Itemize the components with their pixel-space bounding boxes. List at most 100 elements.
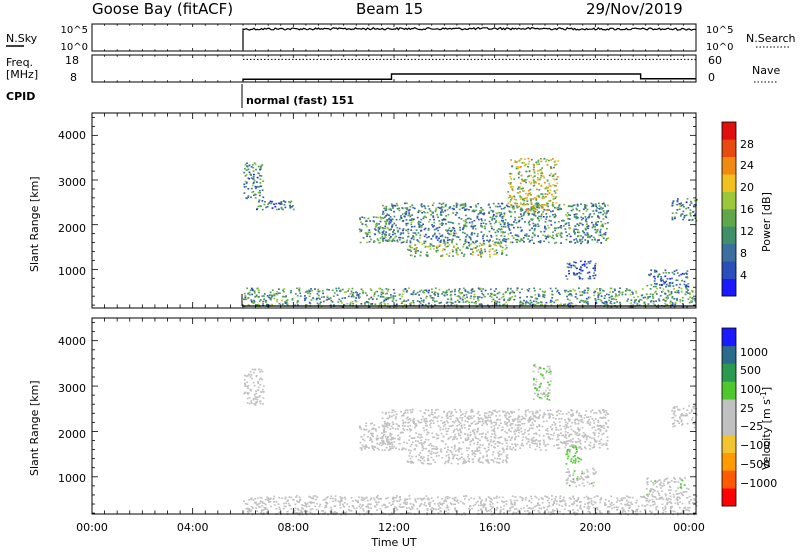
- power-echo-pixel: [323, 296, 325, 298]
- power-echo-pixel: [388, 214, 390, 216]
- velocity-echo-pixel: [412, 419, 415, 421]
- power-echo-pixel: [600, 225, 603, 227]
- velocity-echo-pixel: [677, 503, 679, 506]
- power-echo-pixel: [481, 213, 484, 215]
- power-echo-pixel: [418, 226, 421, 228]
- power-echo-pixel: [424, 240, 427, 243]
- freq-tick-top: 18: [65, 54, 79, 67]
- power-echo-pixel: [388, 234, 391, 237]
- power-echo-pixel: [489, 288, 492, 291]
- power-echo-pixel: [341, 288, 344, 291]
- velocity-echo-pixel: [517, 424, 519, 426]
- velocity-echo-pixel: [414, 444, 417, 446]
- power-echo-pixel: [508, 210, 511, 212]
- velocity-echo-pixel: [528, 411, 531, 413]
- power-echo-pixel: [587, 287, 590, 290]
- power-echo-pixel: [496, 252, 498, 254]
- velocity-echo-pixel: [673, 405, 676, 408]
- power-echo-pixel: [387, 297, 390, 299]
- velocity-echo-pixel: [613, 506, 616, 509]
- power-echo-pixel: [279, 292, 281, 295]
- power-echo-pixel: [386, 220, 388, 222]
- velocity-echo-pixel: [376, 509, 378, 511]
- power-echo-pixel: [489, 295, 492, 297]
- velocity-echo-pixel: [437, 496, 439, 499]
- power-echo-pixel: [383, 299, 386, 302]
- power-echo-pixel: [335, 287, 338, 290]
- power-echo-pixel: [494, 244, 497, 246]
- velocity-echo-pixel: [412, 503, 415, 506]
- power-echo-pixel: [523, 199, 526, 202]
- power-echo-pixel: [435, 209, 437, 211]
- velocity-echo-pixel: [489, 440, 492, 443]
- velocity-echo-pixel: [686, 422, 689, 425]
- power-echo-pixel: [604, 301, 606, 303]
- velocity-echo-pixel: [421, 444, 424, 447]
- velocity-echo-pixel: [682, 491, 685, 494]
- velocity-echo-pixel: [568, 435, 570, 438]
- power-echo-pixel: [667, 289, 670, 292]
- power-echo-pixel: [612, 298, 615, 300]
- velocity-echo-pixel: [369, 432, 372, 435]
- power-echo-pixel: [565, 231, 567, 233]
- power-echo-pixel: [519, 195, 522, 198]
- power-echo-pixel: [483, 213, 485, 216]
- velocity-echo-pixel: [519, 424, 522, 427]
- velocity-echo-pixel: [534, 505, 536, 508]
- power-echo-pixel: [489, 255, 492, 258]
- power-echo-pixel: [460, 203, 463, 206]
- velocity-echo-pixel: [462, 441, 464, 444]
- power-echo-pixel: [560, 208, 563, 210]
- velocity-echo-pixel: [554, 499, 557, 502]
- power-echo-pixel: [382, 240, 384, 242]
- velocity-echo-pixel: [389, 442, 392, 444]
- power-echo-pixel: [679, 300, 682, 303]
- velocity-echo-pixel: [530, 439, 533, 441]
- velocity-echo-pixel: [531, 437, 534, 440]
- power-echo-pixel: [685, 272, 688, 274]
- power-echo-pixel: [542, 204, 545, 206]
- velocity-echo-pixel: [577, 428, 580, 431]
- velocity-echo-pixel: [388, 514, 391, 516]
- power-colorbar-segment: [722, 261, 736, 279]
- power-echo-pixel: [538, 183, 540, 185]
- velocity-echo-pixel: [498, 455, 500, 457]
- power-echo-pixel: [659, 278, 662, 281]
- velocity-echo-pixel: [601, 444, 604, 446]
- velocity-echo-pixel: [650, 488, 652, 490]
- velocity-echo-pixel: [244, 392, 247, 394]
- power-echo-pixel: [444, 292, 447, 294]
- power-echo-pixel: [283, 290, 285, 293]
- velocity-echo-pixel: [493, 440, 496, 442]
- velocity-echo-pixel: [446, 495, 449, 498]
- power-echo-pixel: [552, 174, 555, 176]
- velocity-echo-pixel: [488, 420, 491, 422]
- power-echo-pixel: [377, 229, 380, 232]
- power-echo-pixel: [596, 229, 599, 231]
- power-echo-pixel: [446, 291, 449, 293]
- velocity-echo-pixel: [668, 501, 671, 503]
- power-echo-pixel: [608, 296, 611, 299]
- power-echo-pixel: [560, 242, 562, 244]
- power-echo-pixel: [244, 180, 247, 183]
- power-echo-pixel: [523, 161, 526, 164]
- power-echo-pixel: [683, 283, 686, 286]
- power-echo-pixel: [519, 300, 522, 303]
- velocity-echo-pixel: [588, 483, 591, 485]
- power-echo-pixel: [488, 211, 490, 214]
- power-echo-pixel: [589, 296, 591, 299]
- power-echo-pixel: [423, 215, 426, 218]
- power-echo-pixel: [578, 275, 581, 278]
- power-echo-pixel: [655, 300, 657, 302]
- power-echo-pixel: [478, 296, 481, 298]
- power-echo-pixel: [464, 204, 467, 206]
- power-echo-pixel: [528, 181, 531, 183]
- power-echo-pixel: [574, 232, 576, 234]
- power-echo-pixel: [669, 300, 672, 303]
- power-echo-pixel: [393, 204, 395, 207]
- velocity-echo-pixel: [457, 429, 459, 432]
- power-echo-pixel: [455, 251, 458, 254]
- power-echo-pixel: [510, 211, 513, 213]
- power-echo-pixel: [590, 202, 593, 205]
- velocity-echo-pixel: [474, 453, 477, 455]
